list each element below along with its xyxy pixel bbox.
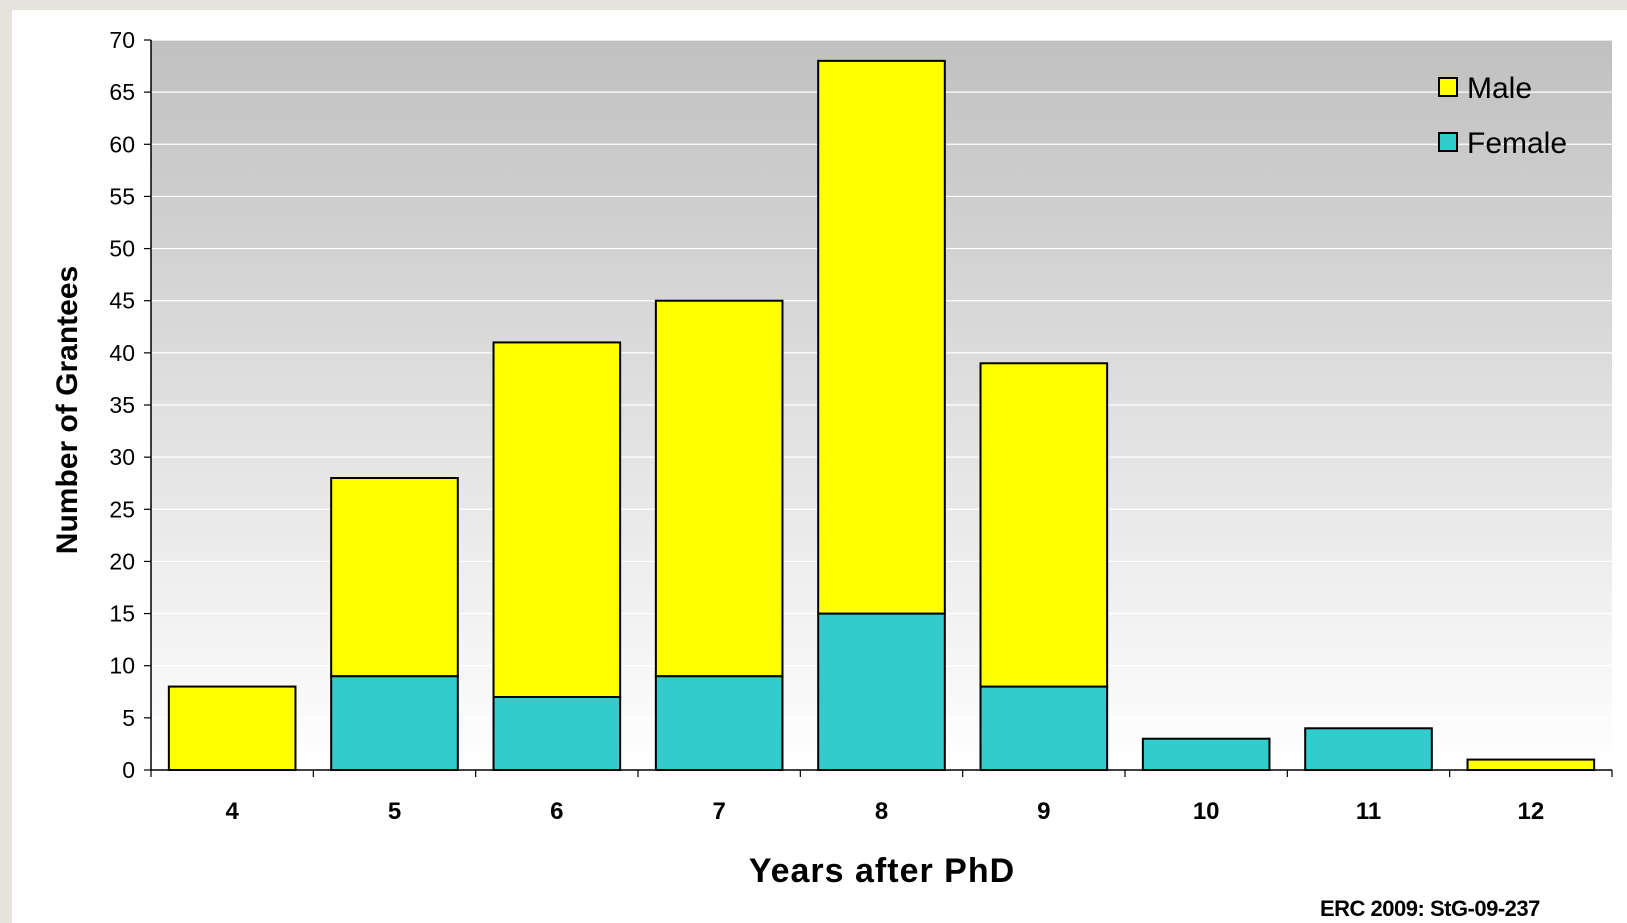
y-tick-label: 60 [109,131,135,157]
bar-female-7 [654,675,784,772]
y-tick-label: 25 [109,496,135,522]
bar-female-8 [817,612,946,771]
x-tick-label: 11 [1356,798,1381,825]
y-tick-labels: 0 5 10 15 20 25 30 35 40 45 50 55 60 65 70 [109,27,135,783]
y-tick-label: 35 [109,392,135,418]
y-tick-label: 45 [109,288,135,314]
y-tick-label: 15 [109,601,135,627]
legend-label-female: Female [1467,127,1567,160]
bar-male-7 [654,299,784,678]
x-tick-label: 9 [1037,798,1050,825]
x-tick-label: 6 [550,798,563,825]
x-axis-label: Years after PhD [749,852,1015,890]
bar-female-11 [1304,727,1433,771]
legend-label-male: Male [1467,72,1532,105]
axes [144,39,1613,777]
x-tick-label: 5 [388,798,401,825]
y-tick-label: 55 [109,183,135,209]
legend: Male Female [1438,72,1567,160]
bar-male-12 [1466,758,1596,771]
x-tick-label: 4 [225,798,239,825]
bar-male-8 [817,59,946,615]
y-tick-label: 5 [122,705,135,731]
legend-swatch-female [1438,132,1458,152]
bar-female-9 [979,685,1109,771]
y-tick-label: 50 [109,236,135,262]
y-tick-label: 10 [109,653,135,679]
y-tick-label: 65 [109,79,135,105]
x-tick-labels: 4 5 6 7 8 9 10 11 12 [225,798,1544,825]
y-tick-label: 20 [109,548,135,574]
y-tick-label: 40 [109,340,135,366]
bar-male-4 [167,685,297,771]
bar-male-9 [979,362,1109,688]
x-tick-label: 10 [1193,798,1220,825]
bar-male-6 [492,341,622,698]
x-tick-label: 7 [712,798,725,825]
bar-male-5 [330,477,459,678]
y-tick-label: 0 [122,757,135,783]
bar-female-10 [1141,737,1271,772]
legend-swatch-male [1438,77,1458,97]
bar-female-6 [492,696,622,771]
y-tick-label: 70 [109,27,135,53]
bar-female-5 [330,675,459,772]
x-tick-label: 12 [1517,798,1544,825]
source-note: ERC 2009: StG-09-237 [1320,896,1540,921]
y-tick-label: 30 [109,444,135,470]
x-tick-label: 8 [875,798,888,825]
y-axis-label: Number of Grantees [51,266,84,554]
bars [167,59,1596,772]
